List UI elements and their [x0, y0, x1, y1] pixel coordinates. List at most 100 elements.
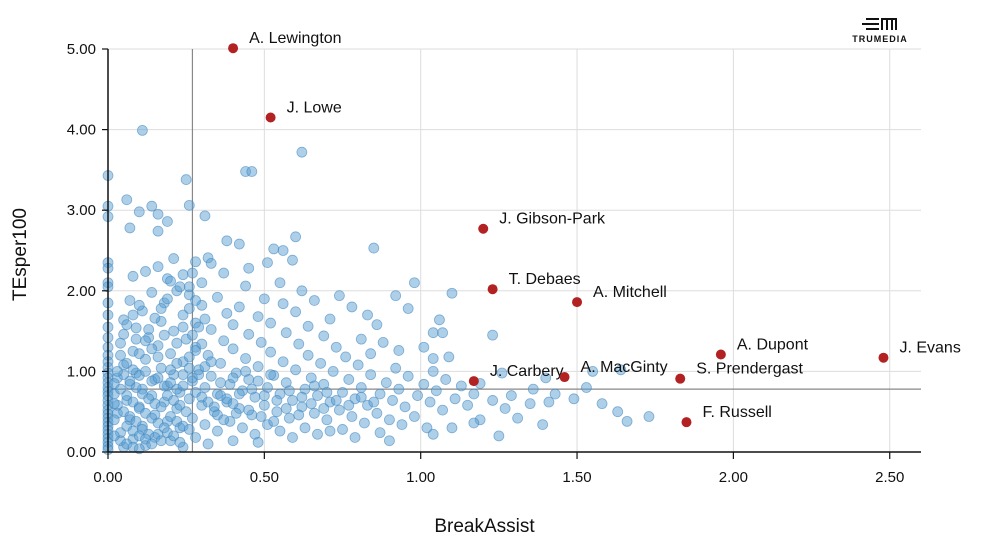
y-tick-label: 1.00 [67, 363, 96, 380]
data-point [468, 388, 480, 400]
data-point [127, 309, 139, 321]
data-point [437, 327, 448, 339]
data-point [230, 407, 242, 419]
x-tick-label: 0.50 [250, 469, 279, 486]
data-point [268, 415, 280, 427]
data-point [333, 404, 345, 416]
point-label: T. Debaes [509, 271, 581, 288]
data-point [196, 277, 208, 289]
x-tick-label: 1.50 [562, 469, 591, 486]
data-point [393, 345, 405, 356]
data-point [180, 174, 192, 185]
data-point [312, 390, 323, 401]
data-point [240, 280, 251, 292]
data-point [227, 435, 239, 447]
data-point [221, 307, 233, 319]
data-point [215, 357, 226, 369]
data-point [505, 390, 517, 401]
data-point [152, 351, 164, 363]
y-axis-title: TEsper100 [10, 208, 31, 301]
data-point [162, 293, 173, 305]
data-point [121, 194, 133, 206]
data-point [330, 395, 342, 406]
data-point [152, 261, 164, 273]
x-axis-title: BreakAssist [434, 516, 535, 537]
data-point [183, 303, 195, 314]
data-point [615, 364, 627, 376]
data-point [365, 348, 377, 360]
data-point [440, 374, 452, 385]
data-point [330, 341, 342, 353]
data-point [177, 269, 189, 281]
data-point [462, 399, 473, 411]
data-point [258, 399, 270, 411]
data-point [468, 417, 480, 429]
data-point [243, 404, 255, 416]
data-point [290, 364, 302, 376]
data-point [255, 336, 267, 348]
data-point [133, 206, 145, 218]
point-label: F. Russell [702, 404, 771, 421]
data-point [133, 348, 145, 360]
data-point [290, 306, 302, 318]
data-point [130, 382, 142, 393]
data-point [374, 388, 386, 400]
data-point [581, 382, 592, 393]
data-point [324, 425, 336, 437]
data-point [274, 277, 286, 289]
data-point [108, 430, 120, 442]
data-point [487, 329, 499, 341]
data-point [380, 377, 392, 389]
data-point [427, 365, 439, 377]
data-point [180, 406, 192, 418]
data-point [140, 266, 151, 277]
data-point [168, 253, 180, 264]
data-point [140, 365, 151, 377]
data-point [168, 430, 180, 442]
data-point [124, 222, 136, 234]
data-point [524, 398, 536, 410]
data-point [343, 374, 355, 385]
data-point [374, 427, 386, 439]
data-point [205, 257, 217, 269]
data-point [152, 225, 164, 237]
data-point [277, 298, 289, 310]
data-point [252, 311, 264, 322]
data-point [155, 303, 167, 314]
data-point [258, 390, 270, 401]
data-point [265, 346, 277, 358]
data-point [449, 393, 461, 405]
data-point [190, 295, 201, 306]
data-point [543, 396, 555, 408]
data-point [108, 398, 120, 410]
data-point [215, 377, 226, 389]
highlighted-point [715, 349, 726, 360]
data-point [240, 365, 251, 377]
data-point [324, 313, 336, 325]
data-point [296, 285, 308, 297]
data-point [243, 262, 255, 274]
data-point [187, 267, 198, 279]
data-point [446, 422, 458, 434]
data-point [177, 380, 189, 392]
data-point [127, 270, 139, 282]
data-point [177, 369, 189, 381]
data-point [399, 401, 411, 413]
point-label: S. Prendergast [696, 361, 803, 378]
data-point [177, 309, 189, 321]
data-point [512, 412, 524, 424]
highlighted-point [681, 417, 692, 428]
data-point [168, 325, 180, 337]
data-point [199, 210, 211, 222]
highlighted-points: A. Lewington J. Lowe J. Gibson-Park T. Deba… [228, 30, 961, 428]
data-point [596, 398, 608, 410]
data-point [390, 290, 402, 302]
data-point [205, 324, 217, 335]
data-point [121, 357, 133, 369]
data-point [308, 380, 320, 392]
data-point [158, 329, 170, 341]
y-tick-label: 3.00 [67, 202, 96, 219]
data-point [124, 295, 136, 306]
data-point [312, 428, 323, 440]
